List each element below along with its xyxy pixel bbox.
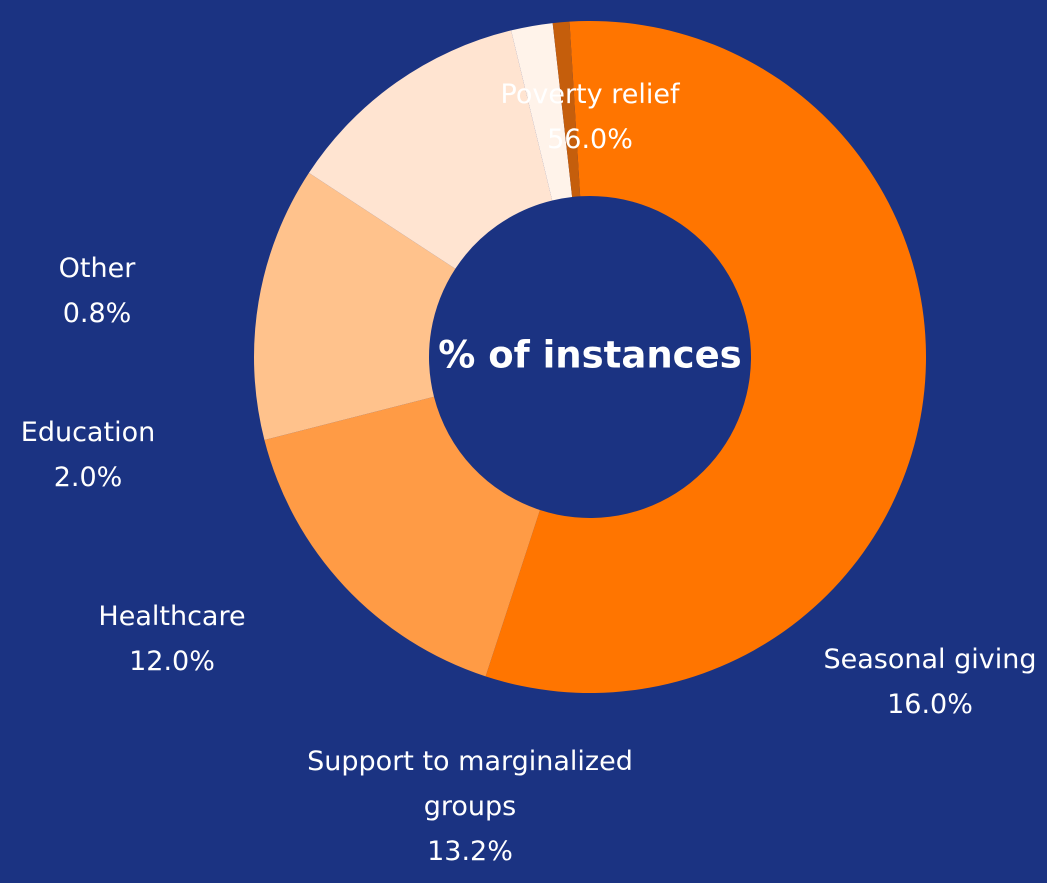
slice-label-education: Education 2.0% xyxy=(21,417,155,493)
slice-value: 16.0% xyxy=(887,689,973,720)
slice-label-healthcare: Healthcare 12.0% xyxy=(98,601,245,677)
slice-name: Support to marginalized xyxy=(307,746,633,777)
slice-label-other: Other 0.8% xyxy=(59,253,137,329)
slice-value: 2.0% xyxy=(54,462,123,493)
slice-name: Education xyxy=(21,417,155,448)
slice-name: Seasonal giving xyxy=(824,644,1037,675)
slice-seasonal-giving xyxy=(264,396,540,677)
labels-group: Poverty relief 56.0%Seasonal giving 16.0%S… xyxy=(21,79,1037,867)
slice-education xyxy=(511,23,573,201)
center-label: % of instances xyxy=(438,334,741,377)
slice-name: Other xyxy=(59,253,137,284)
slice-value: 12.0% xyxy=(129,646,215,677)
slice-poverty-relief xyxy=(485,21,927,693)
slice-label-support-to-marginalized-groups: Support to marginalized groups 13.2% xyxy=(307,746,633,867)
slice-name: Poverty relief xyxy=(501,79,681,110)
slices-group xyxy=(254,21,927,693)
slice-value: 13.2% xyxy=(427,836,513,867)
slice-other xyxy=(552,21,581,197)
slice-name: Healthcare xyxy=(98,601,245,632)
slice-support-to-marginalized-groups xyxy=(254,172,456,440)
slice-label-poverty-relief: Poverty relief 56.0% xyxy=(501,79,681,155)
slice-name: groups xyxy=(424,791,516,822)
slice-value: 0.8% xyxy=(63,298,132,329)
slice-label-seasonal-giving: Seasonal giving 16.0% xyxy=(824,644,1037,720)
slice-value: 56.0% xyxy=(547,124,633,155)
slice-healthcare xyxy=(308,30,553,269)
